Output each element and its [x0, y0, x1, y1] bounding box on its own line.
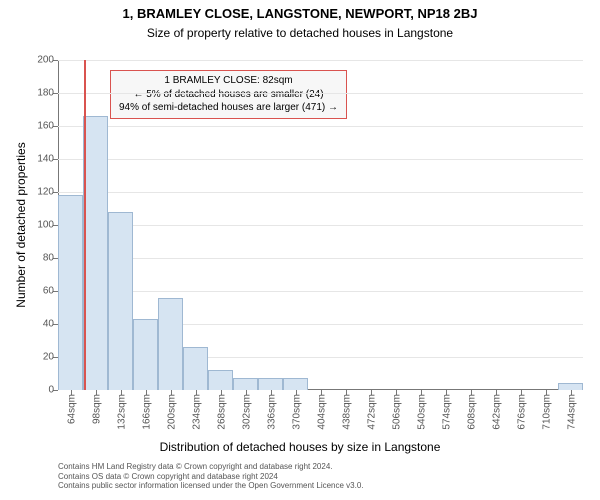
histogram-bar	[108, 212, 133, 390]
x-tick-label: 506sqm	[389, 390, 402, 430]
page-subtitle: Size of property relative to detached ho…	[0, 26, 600, 40]
attribution-text: Contains HM Land Registry data © Crown c…	[58, 462, 364, 491]
x-tick-label: 166sqm	[139, 390, 152, 430]
y-tick-label: 40	[43, 319, 58, 330]
attribution-line3: Contains public sector information licen…	[58, 481, 364, 491]
x-tick-label: 676sqm	[514, 390, 527, 430]
y-tick-label: 20	[43, 352, 58, 363]
annotation-box: 1 BRAMLEY CLOSE: 82sqm ← 5% of detached …	[110, 70, 347, 119]
y-tick-label: 120	[37, 187, 58, 198]
x-tick-label: 64sqm	[64, 390, 77, 424]
x-tick-label: 98sqm	[89, 390, 102, 424]
y-tick-label: 140	[37, 154, 58, 165]
x-tick-label: 200sqm	[164, 390, 177, 430]
x-tick-label: 710sqm	[539, 390, 552, 430]
histogram-bar	[183, 347, 208, 390]
histogram-bar	[133, 319, 158, 390]
histogram-bar	[83, 116, 108, 390]
histogram-bar	[58, 195, 83, 390]
page-title: 1, BRAMLEY CLOSE, LANGSTONE, NEWPORT, NP…	[0, 6, 600, 21]
y-axis-label: Number of detached properties	[14, 60, 28, 390]
reference-line	[84, 60, 86, 390]
y-tick-label: 0	[48, 385, 58, 396]
x-tick-label: 744sqm	[564, 390, 577, 430]
x-tick-label: 234sqm	[189, 390, 202, 430]
x-tick-label: 336sqm	[264, 390, 277, 430]
x-tick-label: 574sqm	[439, 390, 452, 430]
annotation-line1: 1 BRAMLEY CLOSE: 82sqm	[119, 74, 338, 88]
histogram-bar	[558, 383, 583, 390]
gridline	[58, 126, 583, 127]
y-tick-label: 100	[37, 220, 58, 231]
attribution-line2: Contains OS data © Crown copyright and d…	[58, 472, 364, 482]
x-tick-label: 268sqm	[214, 390, 227, 430]
x-axis-label: Distribution of detached houses by size …	[0, 440, 600, 454]
attribution-line1: Contains HM Land Registry data © Crown c…	[58, 462, 364, 472]
x-tick-label: 608sqm	[464, 390, 477, 430]
y-tick-label: 60	[43, 286, 58, 297]
x-tick-label: 370sqm	[289, 390, 302, 430]
x-tick-label: 642sqm	[489, 390, 502, 430]
y-tick-label: 180	[37, 88, 58, 99]
histogram-bar	[208, 370, 233, 390]
x-tick-label: 302sqm	[239, 390, 252, 430]
gridline	[58, 192, 583, 193]
annotation-line2: ← 5% of detached houses are smaller (24)	[119, 88, 338, 102]
x-tick-label: 404sqm	[314, 390, 327, 430]
gridline	[58, 258, 583, 259]
x-tick-label: 540sqm	[414, 390, 427, 430]
histogram-bar	[233, 378, 258, 390]
histogram-bar	[258, 378, 283, 390]
chart-plot-area: 1 BRAMLEY CLOSE: 82sqm ← 5% of detached …	[58, 60, 583, 390]
y-tick-label: 160	[37, 121, 58, 132]
gridline	[58, 291, 583, 292]
y-tick-label: 200	[37, 55, 58, 66]
annotation-line3: 94% of semi-detached houses are larger (…	[119, 101, 338, 115]
x-tick-label: 438sqm	[339, 390, 352, 430]
x-tick-label: 132sqm	[114, 390, 127, 430]
histogram-bar	[158, 298, 183, 390]
gridline	[58, 225, 583, 226]
histogram-bar	[283, 378, 308, 390]
gridline	[58, 93, 583, 94]
x-tick-label: 472sqm	[364, 390, 377, 430]
y-tick-label: 80	[43, 253, 58, 264]
gridline	[58, 159, 583, 160]
gridline	[58, 60, 583, 61]
